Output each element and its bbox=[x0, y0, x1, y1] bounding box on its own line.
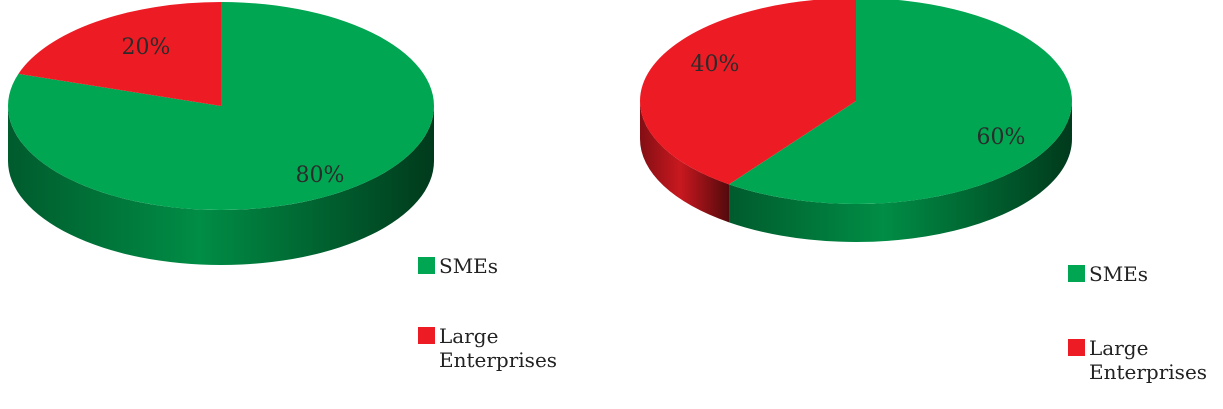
legend-label-large-enterprises: Large Enterprises bbox=[1089, 336, 1208, 384]
legend-label-smes: SMEs bbox=[439, 254, 499, 278]
pie-side-smes bbox=[8, 106, 434, 265]
pie-slice-smes bbox=[729, 0, 1072, 204]
pie-slice-large-enterprises bbox=[640, 0, 856, 185]
pie-chart-right: 60% 40% SMEs Large Enterprises bbox=[600, 0, 1223, 409]
pie-chart-right-svg: 60% 40% bbox=[640, 0, 1072, 242]
legend-left: SMEs Large Enterprises bbox=[418, 254, 558, 372]
legend-swatch-large-enterprises bbox=[1068, 339, 1085, 356]
data-label-smes: 80% bbox=[296, 163, 345, 188]
legend-label-smes: SMEs bbox=[1089, 262, 1149, 286]
legend-swatch-smes bbox=[1068, 265, 1085, 282]
data-label-large-enterprises: 20% bbox=[122, 35, 171, 60]
pie-side-large-enterprises bbox=[640, 101, 730, 223]
data-label-smes: 60% bbox=[977, 125, 1026, 150]
legend-right: SMEs Large Enterprises bbox=[1068, 262, 1208, 384]
legend-item-large-enterprises: Large Enterprises bbox=[1068, 336, 1208, 384]
legend-swatch-large-enterprises bbox=[418, 327, 435, 344]
pie-slice-smes bbox=[7, 2, 434, 211]
legend-swatch-smes bbox=[418, 257, 435, 274]
legend-item-smes: SMEs bbox=[1068, 262, 1199, 286]
pie-slice-large-enterprises bbox=[18, 2, 222, 106]
data-label-large-enterprises: 40% bbox=[691, 52, 740, 77]
legend-item-large-enterprises: Large Enterprises bbox=[418, 324, 558, 372]
pie-chart-left-svg: 80% 20% bbox=[7, 2, 434, 265]
pie-chart-left: 80% 20% SMEs Large Enterprises bbox=[0, 0, 600, 409]
legend-label-large-enterprises: Large Enterprises bbox=[439, 324, 558, 372]
legend-item-smes: SMEs bbox=[418, 254, 549, 278]
pie-side-smes bbox=[729, 101, 1072, 242]
